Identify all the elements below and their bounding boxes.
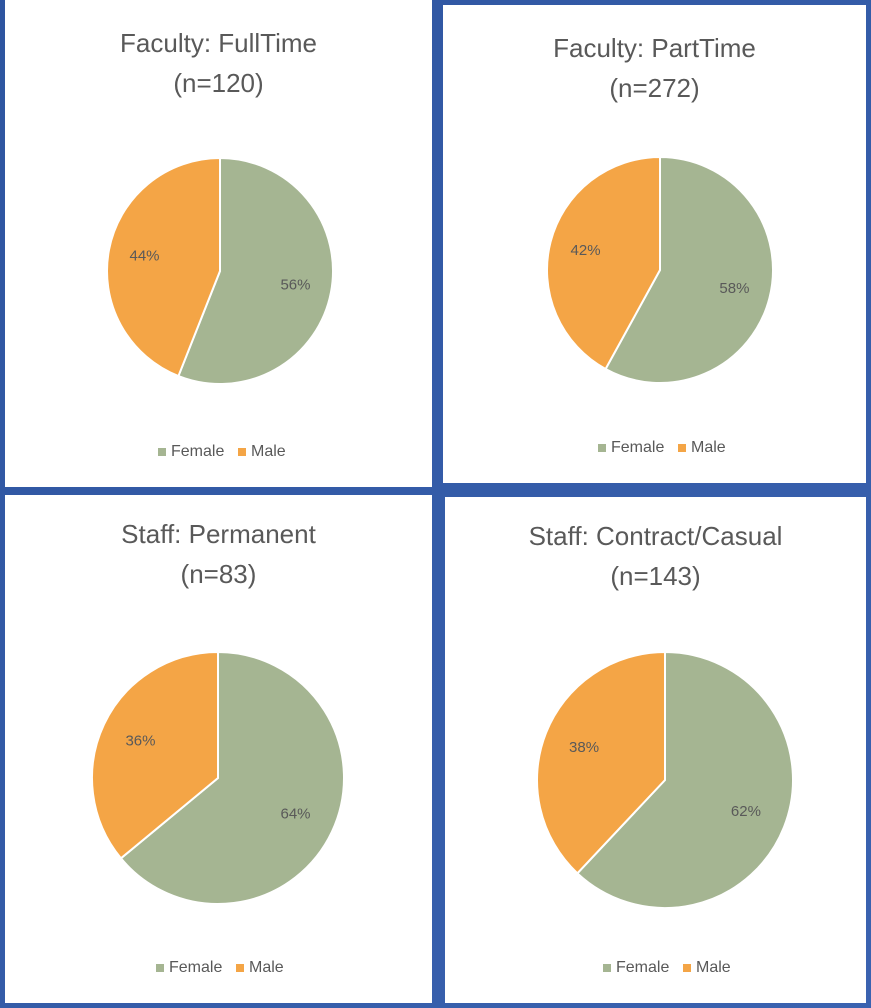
pie-slice: [119, 650, 345, 905]
legend-swatch: [678, 444, 686, 452]
pie-slice: [177, 156, 334, 385]
data-label: 42%: [571, 242, 601, 259]
pie-slice: [536, 650, 666, 875]
pie-slice: [546, 155, 661, 371]
data-label: 64%: [281, 805, 311, 822]
data-label: 62%: [731, 803, 761, 820]
chart-title: Faculty: PartTime: [553, 33, 756, 63]
chart-subtitle: (n=272): [609, 73, 699, 103]
legend-label: Male: [691, 439, 726, 456]
chart-title: Faculty: FullTime: [120, 28, 317, 58]
chart-subtitle: (n=143): [610, 561, 700, 591]
legend-label: Female: [611, 439, 664, 456]
legend-label: Male: [696, 959, 731, 976]
legend-swatch: [158, 448, 166, 456]
legend-label: Female: [171, 443, 224, 460]
legend-swatch: [238, 448, 246, 456]
legend-swatch: [598, 444, 606, 452]
chart-subtitle: (n=120): [173, 68, 263, 98]
legend-label: Male: [251, 443, 286, 460]
data-label: 58%: [719, 280, 749, 297]
pie-slice: [575, 650, 794, 909]
data-label: 44%: [130, 248, 160, 265]
legend-swatch: [603, 964, 611, 972]
legend-swatch: [236, 964, 244, 972]
chart-title: Staff: Contract/Casual: [529, 521, 783, 551]
legend-swatch: [683, 964, 691, 972]
pie-slice: [106, 156, 221, 378]
data-label: 38%: [569, 739, 599, 756]
legend-label: Female: [616, 959, 669, 976]
pie-slice: [91, 650, 219, 860]
chart-title: Staff: Permanent: [121, 519, 316, 549]
legend-label: Male: [249, 959, 284, 976]
data-label: 36%: [125, 732, 155, 749]
legend-label: Female: [169, 959, 222, 976]
pie-slice: [604, 155, 774, 384]
data-label: 56%: [280, 276, 310, 293]
chart-subtitle: (n=83): [181, 559, 257, 589]
legend-swatch: [156, 964, 164, 972]
